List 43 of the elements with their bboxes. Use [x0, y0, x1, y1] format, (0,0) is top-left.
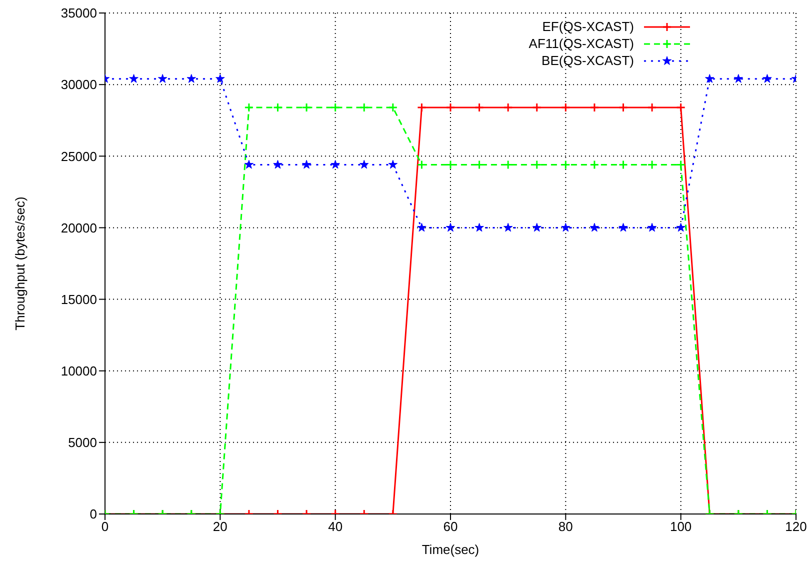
y-tick-label: 0 [90, 506, 97, 522]
y-tick-label: 10000 [60, 363, 97, 378]
point [244, 160, 254, 169]
point [158, 74, 168, 83]
point [590, 222, 600, 232]
point [360, 160, 369, 169]
point [129, 74, 138, 83]
legend-label: EF(QS-XCAST) [542, 19, 634, 34]
y-tick-label: 25000 [60, 148, 97, 164]
x-tick-label: 0 [101, 519, 109, 534]
point [216, 74, 225, 83]
x-tick-label: 80 [558, 519, 573, 534]
point [503, 222, 513, 232]
point [561, 222, 570, 232]
y-tick-label: 20000 [60, 220, 97, 236]
y-tick-label: 5000 [68, 435, 97, 450]
point [417, 222, 426, 232]
point [734, 74, 744, 83]
y-axis-title: Throughput (bytes/sec) [12, 196, 28, 330]
point [273, 160, 282, 169]
legend-label: AF11(QS-XCAST) [528, 36, 634, 51]
x-tick-label: 40 [328, 519, 343, 534]
point [302, 160, 312, 169]
point [186, 74, 196, 83]
point [532, 222, 542, 232]
point [388, 160, 398, 169]
point [618, 222, 628, 232]
point [330, 160, 340, 169]
x-tick-label: 60 [443, 519, 458, 534]
x-axis-title: Time(sec) [422, 542, 480, 557]
point [705, 74, 714, 83]
x-tick-label: 120 [785, 519, 807, 534]
x-tick-label: 20 [212, 519, 228, 534]
point [647, 222, 657, 232]
y-tick-label: 35000 [60, 6, 97, 21]
point [474, 222, 484, 232]
point [762, 74, 772, 83]
y-tick-label: 30000 [60, 77, 97, 92]
x-tick-label: 100 [670, 519, 692, 534]
point [676, 222, 686, 232]
legend-label: BE(QS-XCAST) [542, 53, 634, 68]
point [446, 222, 456, 232]
y-tick-label: 15000 [60, 292, 97, 307]
